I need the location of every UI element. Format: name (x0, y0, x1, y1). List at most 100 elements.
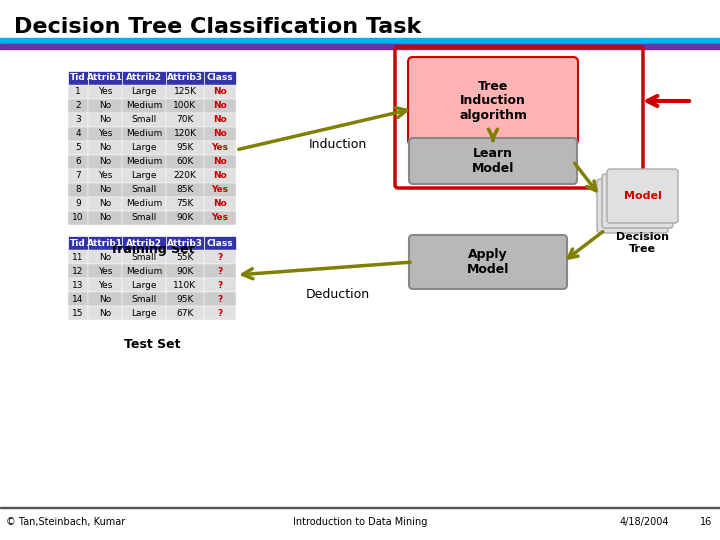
FancyBboxPatch shape (602, 174, 673, 228)
Text: 95K: 95K (176, 294, 194, 303)
Text: Tree
Induction
algorithm: Tree Induction algorithm (459, 79, 527, 123)
Text: Attrib1: Attrib1 (87, 239, 123, 247)
Bar (204, 197, 236, 211)
Bar (88, 71, 122, 85)
Bar (68, 278, 88, 292)
Bar (88, 141, 122, 155)
Text: Induction: Induction (309, 138, 367, 152)
Bar (204, 113, 236, 127)
Bar (166, 71, 204, 85)
Bar (88, 113, 122, 127)
Bar (68, 250, 88, 264)
Bar (68, 169, 88, 183)
FancyBboxPatch shape (408, 57, 578, 145)
Bar (166, 169, 204, 183)
Bar (122, 141, 166, 155)
Text: Apply
Model: Apply Model (467, 248, 509, 276)
Bar (166, 278, 204, 292)
Text: Training Set: Training Set (109, 243, 194, 256)
Bar (166, 141, 204, 155)
Text: Large: Large (131, 172, 157, 180)
Bar (122, 211, 166, 225)
Bar (204, 211, 236, 225)
Text: Medium: Medium (126, 199, 162, 208)
Bar (68, 306, 88, 320)
Bar (204, 85, 236, 99)
Bar (122, 71, 166, 85)
Text: No: No (213, 158, 227, 166)
Bar (122, 183, 166, 197)
Bar (204, 264, 236, 278)
Text: No: No (99, 144, 111, 152)
Bar (0, 44, 720, 49)
Bar (68, 236, 88, 250)
Text: ?: ? (217, 267, 222, 275)
Bar (88, 278, 122, 292)
Text: 110K: 110K (174, 280, 197, 289)
Text: Large: Large (131, 144, 157, 152)
Bar (166, 292, 204, 306)
Text: 4: 4 (75, 130, 81, 138)
Bar (68, 113, 88, 127)
Text: 90K: 90K (176, 267, 194, 275)
FancyBboxPatch shape (409, 138, 577, 184)
Text: No: No (99, 308, 111, 318)
Text: No: No (99, 213, 111, 222)
Bar (68, 155, 88, 169)
Bar (166, 211, 204, 225)
Text: Tid: Tid (70, 73, 86, 83)
Bar (166, 127, 204, 141)
Text: 15: 15 (72, 308, 84, 318)
Bar (0, 38, 720, 43)
Bar (166, 99, 204, 113)
Bar (204, 250, 236, 264)
Bar (166, 236, 204, 250)
Text: No: No (99, 199, 111, 208)
Bar (88, 127, 122, 141)
Text: Class: Class (207, 73, 233, 83)
Text: Model: Model (624, 191, 662, 201)
Bar (122, 264, 166, 278)
Bar (68, 211, 88, 225)
Bar (204, 306, 236, 320)
Text: No: No (213, 102, 227, 111)
FancyBboxPatch shape (597, 179, 668, 233)
Bar (122, 99, 166, 113)
Bar (88, 85, 122, 99)
FancyBboxPatch shape (607, 169, 678, 223)
Bar (204, 71, 236, 85)
Bar (88, 264, 122, 278)
Text: Yes: Yes (98, 87, 112, 97)
Text: 8: 8 (75, 186, 81, 194)
Text: Attrib2: Attrib2 (126, 73, 162, 83)
Bar (204, 141, 236, 155)
Text: 120K: 120K (174, 130, 197, 138)
Text: 13: 13 (72, 280, 84, 289)
Text: 85K: 85K (176, 186, 194, 194)
Text: No: No (99, 294, 111, 303)
Bar (0, 507, 720, 508)
Text: Class: Class (207, 239, 233, 247)
Bar (166, 183, 204, 197)
Text: 1: 1 (75, 87, 81, 97)
Text: 67K: 67K (176, 308, 194, 318)
Text: Small: Small (131, 213, 157, 222)
Text: Medium: Medium (126, 102, 162, 111)
Text: 95K: 95K (176, 144, 194, 152)
Text: Medium: Medium (126, 267, 162, 275)
Text: No: No (99, 116, 111, 125)
Bar (204, 99, 236, 113)
Text: 100K: 100K (174, 102, 197, 111)
Text: Yes: Yes (212, 213, 228, 222)
Text: 9: 9 (75, 199, 81, 208)
Text: Learn
Model: Learn Model (472, 147, 514, 175)
Bar (88, 250, 122, 264)
Text: Attrib3: Attrib3 (167, 239, 203, 247)
Bar (204, 169, 236, 183)
Bar (68, 183, 88, 197)
Text: 10: 10 (72, 213, 84, 222)
Bar (204, 292, 236, 306)
Text: Small: Small (131, 116, 157, 125)
Bar (68, 292, 88, 306)
Bar (122, 127, 166, 141)
